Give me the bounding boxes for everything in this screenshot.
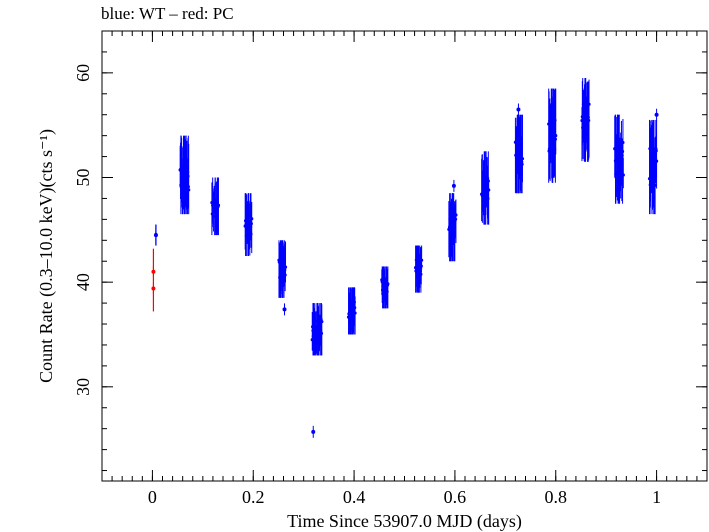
x-tick-label: 0.4 [343, 487, 366, 507]
x-axis-title: Time Since 53907.0 MJD (days) [287, 511, 522, 532]
data-point [653, 183, 657, 187]
y-tick-label: 50 [73, 169, 93, 187]
plot-frame [101, 30, 708, 482]
data-point [516, 107, 521, 112]
wt-observation-cluster [380, 266, 390, 309]
data-point [582, 89, 587, 94]
wt-observation-cluster [277, 240, 288, 298]
wt-observation-cluster [613, 114, 625, 204]
wt-observation-cluster [346, 287, 357, 335]
x-tick-label: 0.6 [444, 487, 467, 507]
data-point [250, 217, 254, 221]
data-point [283, 265, 288, 269]
data-point [311, 429, 316, 434]
data-point [282, 307, 287, 312]
wt-observation-cluster [243, 193, 254, 256]
data-point [654, 159, 659, 163]
y-axis-title: Count Rate (0.3–10.0 keV)(cts s⁻¹) [36, 129, 57, 383]
x-tick-label: 0.8 [545, 487, 568, 507]
data-point [216, 203, 221, 207]
data-point [454, 213, 458, 217]
y-tick-label: 60 [73, 64, 93, 82]
data-point [487, 188, 491, 192]
data-point [520, 157, 525, 161]
axes: 0 0.2 0.4 0.6 0.8 1 30 40 50 60 [73, 30, 707, 507]
data-point [320, 319, 324, 324]
data-point [386, 282, 390, 286]
wt-observation-cluster [413, 245, 424, 293]
data-point [153, 233, 158, 238]
wt-observation-cluster [480, 151, 491, 225]
wt-observation-cluster [310, 303, 324, 356]
wt-observation-cluster [513, 114, 525, 194]
wt-observation-cluster [647, 119, 659, 215]
y-tick-label: 30 [73, 378, 93, 396]
chart-title: blue: WT – red: PC [101, 4, 234, 23]
data-point [353, 311, 357, 315]
wt-observation-cluster [178, 135, 191, 215]
x-tick-label: 1 [652, 487, 661, 507]
data-marks [151, 78, 659, 438]
data-point [587, 102, 591, 106]
data-point [654, 112, 659, 117]
wt-observation-cluster [547, 88, 558, 183]
wt-observation-cluster [210, 177, 221, 236]
y-tick-label: 40 [73, 273, 93, 291]
data-point [451, 183, 456, 188]
wt-observation-cluster [447, 193, 458, 262]
x-tick-label: 0 [148, 487, 157, 507]
data-point [621, 173, 625, 177]
data-point [420, 258, 424, 262]
x-tick-label: 0.2 [242, 487, 265, 507]
data-point [554, 134, 558, 138]
data-point [621, 140, 625, 145]
data-point [187, 188, 191, 192]
